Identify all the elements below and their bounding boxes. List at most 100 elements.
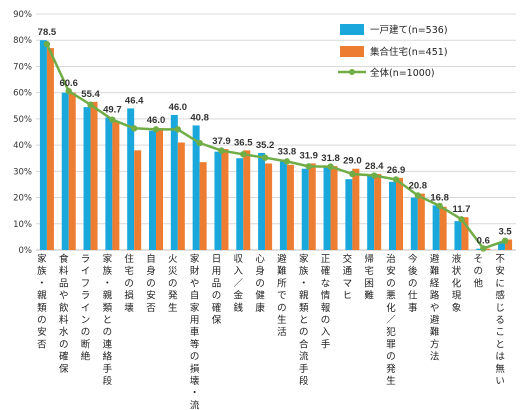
bar-detached [367, 175, 375, 250]
y-tick-label: 70% [13, 62, 32, 72]
bar-apartment [461, 217, 469, 250]
bar-apartment [286, 164, 294, 250]
bar-detached [432, 205, 440, 250]
bar-detached [192, 125, 200, 250]
category-label: その他 [474, 254, 484, 289]
y-tick-label: 90% [13, 10, 32, 20]
bar-apartment [243, 150, 251, 250]
bar-apartment [90, 101, 98, 250]
overall-point [152, 126, 160, 133]
bar-apartment [439, 206, 447, 250]
category-label: 食料品や飲料水の確保 [59, 253, 69, 375]
data-label: 26.9 [387, 165, 406, 176]
bar-detached [389, 181, 396, 250]
category-label: 自身の安否 [146, 253, 156, 314]
bar-detached [301, 168, 309, 250]
category-label: 家財や自家用車等の損壊・流失 [190, 253, 200, 410]
y-tick-label: 50% [13, 115, 32, 125]
y-tick-label: 10% [13, 220, 32, 230]
bar-apartment [134, 150, 142, 250]
bar-apartment [417, 193, 425, 250]
bar-apartment [156, 128, 163, 250]
bar-apartment [505, 239, 513, 250]
overall-point [218, 147, 225, 154]
bar-apartment [221, 149, 229, 250]
legend-swatch-apartment [340, 46, 364, 57]
bar-apartment [46, 48, 54, 250]
category-label: 家族・親類との連絡手段 [103, 253, 113, 387]
bar-detached [61, 92, 69, 251]
category-label: 住宅の損壊 [124, 253, 134, 314]
y-tick-label: 60% [13, 89, 32, 99]
bar-detached [39, 40, 47, 250]
y-tick-labels: 0% 10% 20% 30% 40% 50% 60% 70% 80% 90% [13, 10, 32, 256]
data-label: 33.8 [278, 147, 297, 158]
bar-detached [258, 152, 266, 250]
data-label: 35.2 [256, 140, 275, 151]
overall-point [240, 151, 247, 158]
bar-detached [105, 117, 113, 250]
category-label: 避難経路や避難方法 [430, 253, 440, 363]
bar-detached [476, 248, 484, 250]
category-label: 火災の発生 [168, 254, 178, 314]
bar-apartment [308, 163, 316, 250]
bar-detached [345, 179, 353, 250]
bar-detached [149, 130, 156, 250]
category-label: 家族・親類との合流手段 [299, 253, 309, 387]
data-label: 46.4 [125, 95, 144, 106]
overall-point [327, 163, 334, 170]
category-label: 正確な情報の入手 [321, 254, 331, 350]
category-label: 不安に感じることは無い [495, 254, 505, 387]
legend-label-overall: 全体(n=1000) [370, 67, 435, 79]
bar-apartment [374, 173, 382, 250]
data-label: 55.4 [81, 89, 100, 100]
bar-apartment [112, 121, 120, 250]
y-tick-label: 30% [13, 167, 32, 177]
overall-point [109, 116, 116, 123]
data-label: 31.8 [321, 153, 340, 164]
category-label: 交通マヒ [343, 253, 353, 302]
bar-apartment [396, 177, 403, 250]
data-label: 78.5 [38, 27, 57, 38]
bar-detached [323, 166, 331, 250]
overall-point [174, 126, 182, 133]
data-label: 29.0 [343, 156, 362, 167]
bar-detached [454, 221, 462, 250]
bar-apartment [265, 163, 273, 250]
overall-point [436, 202, 443, 210]
overall-point [261, 154, 269, 161]
category-label: 家族・親類の安否 [37, 253, 47, 350]
overall-point [283, 158, 291, 165]
category-label: 心身の健康 [255, 254, 265, 314]
category-label: 日用品の確保 [212, 254, 222, 326]
category-label: 今後の仕事 [408, 253, 418, 314]
overall-point [414, 192, 422, 199]
category-labels: 家族・親類の安否 食料品や飲料水の確保 ライフラインの断絶 家族・親類との連絡手段 住宅… [37, 253, 505, 410]
bar-apartment [352, 168, 360, 250]
data-label: 20.8 [409, 181, 428, 192]
category-label: 帰宅困難 [364, 253, 374, 302]
overall-point [65, 87, 72, 95]
data-label: 28.4 [365, 161, 384, 172]
legend-marker-overall [349, 69, 355, 75]
overall-point [130, 125, 138, 132]
category-label: 治安の悪化／犯罪の発生 [386, 253, 396, 387]
bar-detached [236, 158, 244, 250]
y-tick-label: 80% [13, 36, 32, 46]
data-label: 36.5 [234, 137, 253, 148]
bar-apartment [330, 166, 338, 250]
overall-point [392, 176, 400, 183]
overall-point [43, 40, 51, 48]
category-label: ライフラインの断絶 [81, 254, 91, 363]
bar-detached [170, 114, 178, 250]
overall-line [45, 43, 506, 250]
legend-swatch-detached [340, 24, 364, 35]
overall-point [87, 101, 94, 108]
bar-apartment [483, 248, 491, 250]
bar-detached [127, 108, 135, 251]
overall-point [458, 216, 465, 223]
bar-detached [83, 107, 91, 250]
overall-point [305, 163, 312, 170]
y-tick-label: 40% [13, 141, 32, 151]
legend-label-detached: 一戸建て(n=536) [370, 24, 448, 36]
